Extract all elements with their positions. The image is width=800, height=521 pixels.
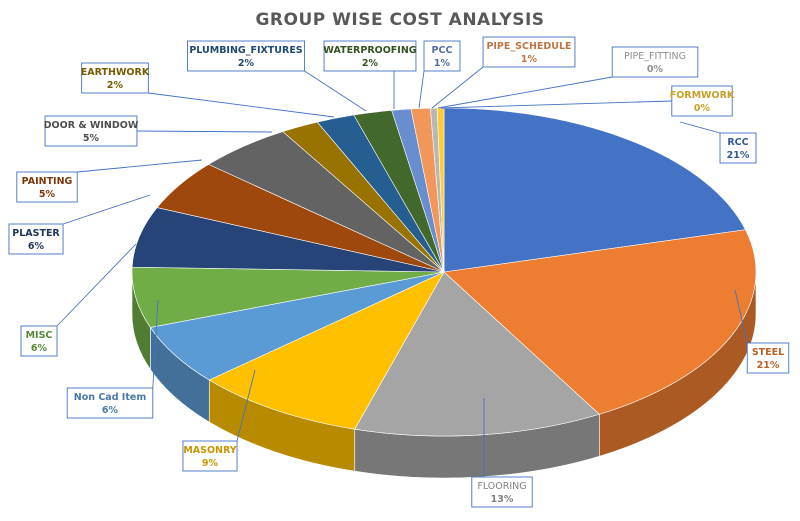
callout-misc: MISC 6% [20,243,137,357]
callout-steel: STEEL 21% [734,289,790,374]
data-label-value-earthwork: 2% [107,80,124,91]
leader-line-pipe-fitting [437,76,613,109]
data-label-name-masonry: MASONRY [183,445,236,456]
callout-box-plaster [8,223,64,255]
callout-box-pipe-schedule [482,36,576,68]
data-label-value-masonry: 9% [202,458,219,469]
callout-box-flooring [471,476,533,508]
pie-slice-rcc [443,107,746,273]
data-label-name-earthwork: EARTHWORK [81,67,150,78]
leader-line-steel [734,289,748,344]
leader-line-masonry [236,369,256,442]
data-label-name-misc: MISC [26,330,53,341]
data-label-name-painting: PAINTING [22,176,73,187]
data-label-value-waterproofing: 2% [362,58,379,69]
data-label-value-non-cad-item: 6% [102,405,119,416]
callout-formwork: FORMWORK 0% [440,85,735,117]
callout-box-formwork [671,85,733,117]
leader-line-painting [77,159,203,173]
callout-box-door-window [44,115,138,147]
callout-box-misc [20,325,58,357]
data-label-name-steel: STEEL [752,347,784,358]
data-label-name-door-window: DOOR & WINDOW [44,120,139,131]
pie-slice-flooring [354,271,600,437]
data-label-name-plaster: PLASTER [12,228,60,239]
data-label-value-pipe-schedule: 1% [521,54,538,65]
leader-line-plumbing-fixtures [304,70,367,112]
leader-line-formwork [440,100,672,109]
callout-box-steel [746,342,790,374]
data-label-value-rcc: 21% [727,150,750,161]
data-label-name-plumbing-fixtures: PLUMBING_FIXTURES [189,45,302,56]
callout-painting: PAINTING 5% [16,159,203,203]
leader-line-rcc [679,121,721,134]
callout-box-plumbing-fixtures [186,40,305,72]
callout-plumbing-fixtures: PLUMBING_FIXTURES 2% [186,40,367,112]
data-label-value-pipe-fitting: 0% [647,64,664,75]
data-label-value-plumbing-fixtures: 2% [238,58,255,69]
leader-line-plaster [62,194,151,225]
data-label-value-painting: 5% [39,189,56,200]
data-label-name-flooring: FLOORING [477,481,526,492]
callout-box-waterproofing [323,40,417,72]
data-label-name-rcc: RCC [727,137,748,148]
data-label-name-non-cad-item: Non Cad Item [74,392,147,403]
data-label-value-flooring: 13% [491,494,514,505]
callout-pipe-schedule: PIPE_SCHEDULE 1% [431,36,576,109]
data-label-name-waterproofing: WATERPROOFING [323,45,416,56]
chart-title: GROUP WISE COST ANALYSIS [255,10,545,30]
data-label-value-steel: 21% [757,360,780,371]
callout-box-pcc [423,40,461,72]
leader-line-non-cad-item [152,299,159,389]
callout-masonry: MASONRY 9% [182,369,256,472]
callout-box-masonry [182,440,238,472]
data-label-value-formwork: 0% [694,103,711,114]
data-label-value-pcc: 1% [434,58,451,69]
data-label-name-pipe-fitting: PIPE_FITTING [624,51,686,62]
pie-slice-masonry [208,271,445,430]
pie-slice-steel [443,229,757,415]
callout-box-non-cad-item [66,387,154,419]
data-label-value-door-window: 5% [83,133,100,144]
data-label-name-pcc: PCC [432,45,453,56]
data-label-name-formwork: FORMWORK [670,90,735,101]
callout-flooring: FLOORING 13% [471,398,533,508]
callout-box-rcc [719,132,757,164]
data-label-value-misc: 6% [31,343,48,354]
data-label-name-pipe-schedule: PIPE_SCHEDULE [486,41,571,52]
leader-line-door-window [136,130,273,133]
callout-box-painting [16,171,78,203]
callout-pcc: PCC 1% [418,40,461,109]
callout-plaster: PLASTER 6% [8,194,151,255]
callout-box-earthwork [81,62,149,94]
callout-door-window: DOOR & WINDOW 5% [44,115,273,147]
leader-line-earthwork [148,92,335,118]
data-label-value-plaster: 6% [28,241,45,252]
leader-line-pcc [418,70,425,109]
callout-earthwork: EARTHWORK 2% [81,62,335,118]
callout-box-pipe-fitting [611,46,699,78]
callout-rcc: RCC 21% [679,121,757,164]
leader-line-misc [56,243,137,327]
callout-non-cad-item: Non Cad Item 6% [66,299,159,419]
callout-waterproofing: WATERPROOFING 2% [323,40,417,109]
leader-line-pipe-schedule [431,66,484,109]
callout-pipe-fitting: PIPE_FITTING 0% [437,46,699,109]
